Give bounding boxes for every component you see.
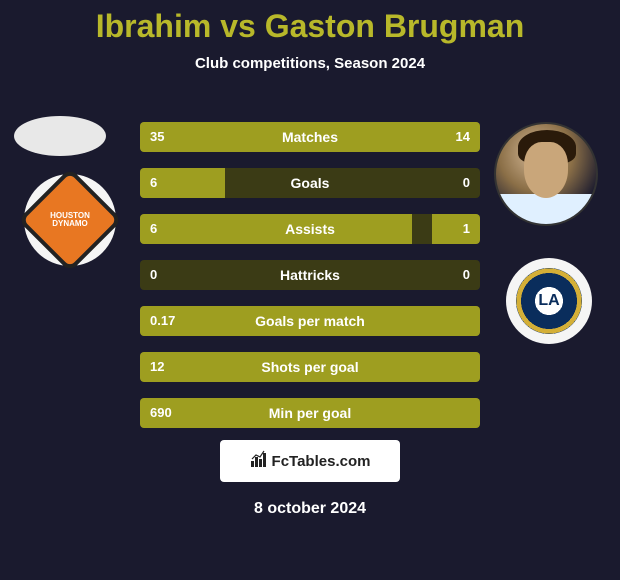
- stat-row: 0.17Goals per match: [140, 306, 480, 336]
- subtitle: Club competitions, Season 2024: [0, 55, 620, 72]
- date-label: 8 october 2024: [0, 500, 620, 518]
- stat-row: 61Assists: [140, 214, 480, 244]
- stat-row: 12Shots per goal: [140, 352, 480, 382]
- stat-label: Goals: [140, 168, 480, 198]
- stat-row: 690Min per goal: [140, 398, 480, 428]
- stat-row: 60Goals: [140, 168, 480, 198]
- brand-text: FcTables.com: [272, 453, 371, 470]
- stat-label: Matches: [140, 122, 480, 152]
- stat-label: Shots per goal: [140, 352, 480, 382]
- stat-row: 3514Matches: [140, 122, 480, 152]
- galaxy-badge-icon: LA: [516, 268, 582, 334]
- player-right-shirt: [496, 194, 596, 224]
- player-left-club-badge: HOUSTON DYNAMO: [24, 174, 116, 266]
- dynamo-badge-icon: HOUSTON DYNAMO: [18, 168, 123, 273]
- dynamo-badge-text: HOUSTON DYNAMO: [37, 212, 103, 228]
- stat-label: Assists: [140, 214, 480, 244]
- chart-icon: [250, 450, 268, 473]
- brand-badge: FcTables.com: [220, 440, 400, 482]
- player-right-avatar: [494, 122, 598, 226]
- stat-label: Hattricks: [140, 260, 480, 290]
- stat-row: 00Hattricks: [140, 260, 480, 290]
- stat-label: Min per goal: [140, 398, 480, 428]
- player-right-club-badge: LA: [506, 258, 592, 344]
- player-left-avatar: [14, 116, 106, 156]
- stat-label: Goals per match: [140, 306, 480, 336]
- player-right-face: [524, 142, 568, 198]
- page-title: Ibrahim vs Gaston Brugman: [0, 0, 620, 45]
- galaxy-badge-text: LA: [538, 292, 559, 310]
- stats-container: 3514Matches 60Goals 61Assists 00Hattricks 0.…: [140, 122, 480, 444]
